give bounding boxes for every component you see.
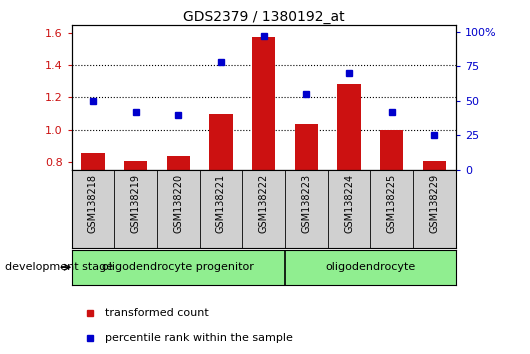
- Text: percentile rank within the sample: percentile rank within the sample: [104, 333, 293, 343]
- Text: development stage: development stage: [5, 262, 113, 272]
- Bar: [81, 153, 104, 170]
- Bar: [295, 124, 318, 170]
- Text: GSM138229: GSM138229: [429, 174, 439, 233]
- Text: GSM138224: GSM138224: [344, 174, 354, 233]
- Bar: [209, 114, 233, 170]
- Bar: [124, 161, 147, 170]
- Text: GSM138222: GSM138222: [259, 174, 269, 233]
- Text: GSM138218: GSM138218: [88, 174, 98, 233]
- Text: GSM138223: GSM138223: [302, 174, 311, 233]
- Text: GSM138225: GSM138225: [387, 174, 397, 233]
- Text: GSM138220: GSM138220: [173, 174, 183, 233]
- Bar: [337, 84, 361, 170]
- Text: transformed count: transformed count: [104, 308, 208, 318]
- Bar: [423, 161, 446, 170]
- Bar: [252, 37, 276, 170]
- Title: GDS2379 / 1380192_at: GDS2379 / 1380192_at: [183, 10, 344, 24]
- Text: GSM138221: GSM138221: [216, 174, 226, 233]
- Text: GSM138219: GSM138219: [130, 174, 140, 233]
- Bar: [380, 130, 403, 170]
- Bar: [166, 156, 190, 170]
- Text: oligodendrocyte progenitor: oligodendrocyte progenitor: [102, 262, 254, 272]
- Text: oligodendrocyte: oligodendrocyte: [325, 262, 416, 272]
